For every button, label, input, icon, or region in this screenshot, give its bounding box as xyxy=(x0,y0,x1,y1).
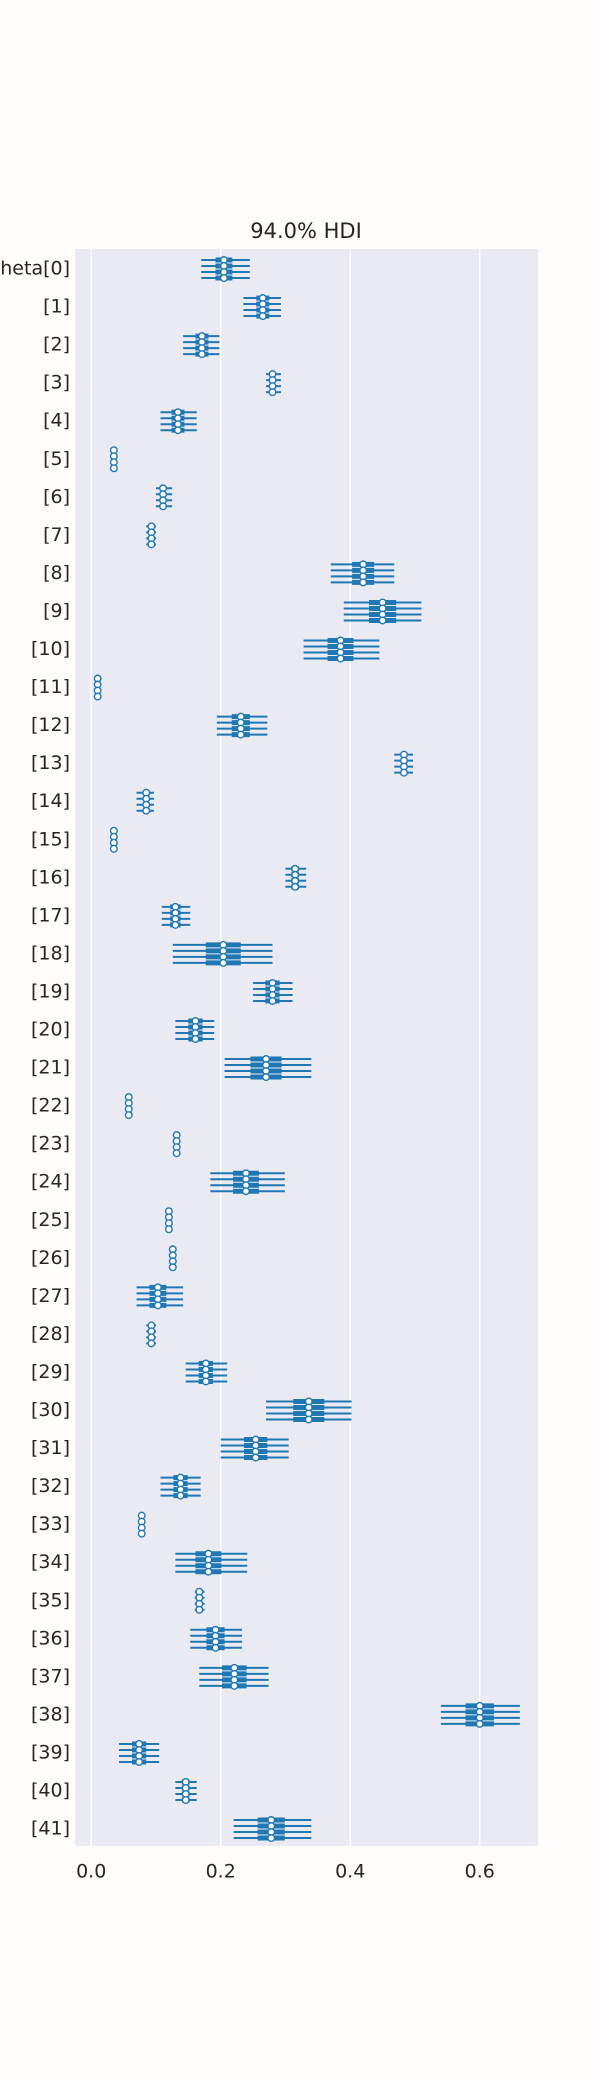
y-tick-label: [28] xyxy=(31,1323,70,1345)
y-tick-label: [22] xyxy=(31,1095,70,1117)
median-point xyxy=(168,1263,177,1272)
y-tick-label: [14] xyxy=(31,790,70,812)
y-tick-label: [21] xyxy=(31,1057,70,1079)
y-tick-label: [39] xyxy=(31,1741,70,1763)
y-tick-label: theta[0] xyxy=(0,258,70,280)
y-tick-label: [26] xyxy=(31,1247,70,1269)
y-tick-label: [7] xyxy=(43,524,70,546)
median-point xyxy=(378,616,387,625)
y-tick-label: [36] xyxy=(31,1627,70,1649)
median-point xyxy=(164,1225,173,1234)
y-tick-label: [8] xyxy=(43,562,70,584)
y-tick-label: [23] xyxy=(31,1133,70,1155)
y-tick-label: [18] xyxy=(31,942,70,964)
median-point xyxy=(147,540,156,549)
median-point xyxy=(204,1567,213,1576)
y-tick-label: [3] xyxy=(43,372,70,394)
median-point xyxy=(359,578,368,587)
median-point xyxy=(124,1111,133,1120)
x-tick-label: 0.6 xyxy=(465,1861,495,1883)
median-point xyxy=(251,1453,260,1462)
median-point xyxy=(137,1529,146,1538)
median-point xyxy=(147,1339,156,1348)
median-point xyxy=(219,274,228,283)
y-tick-label: [9] xyxy=(43,600,70,622)
median-point xyxy=(336,654,345,663)
median-point xyxy=(268,996,277,1005)
y-tick-label: [19] xyxy=(31,980,70,1002)
y-tick-label: [4] xyxy=(43,410,70,432)
median-point xyxy=(181,1795,190,1804)
plot-area xyxy=(75,249,538,1846)
y-tick-label: [41] xyxy=(31,1818,70,1840)
median-point xyxy=(197,350,206,359)
median-point xyxy=(93,692,102,701)
median-point xyxy=(219,958,228,967)
y-tick-label: [32] xyxy=(31,1475,70,1497)
y-tick-label: [17] xyxy=(31,904,70,926)
median-point xyxy=(262,1073,271,1082)
y-tick-label: [13] xyxy=(31,752,70,774)
y-tick-label: [33] xyxy=(31,1513,70,1535)
median-point xyxy=(176,1491,185,1500)
median-point xyxy=(191,1034,200,1043)
y-tick-label: [27] xyxy=(31,1285,70,1307)
y-tick-label: [2] xyxy=(43,334,70,356)
median-point xyxy=(109,844,118,853)
y-tick-label: [34] xyxy=(31,1551,70,1573)
median-point xyxy=(304,1415,313,1424)
y-tick-label: [10] xyxy=(31,638,70,660)
median-point xyxy=(230,1681,239,1690)
y-tick-label: [11] xyxy=(31,676,70,698)
chart-title: 94.0% HDI xyxy=(250,219,362,243)
median-point xyxy=(159,502,168,511)
y-tick-label: [16] xyxy=(31,866,70,888)
x-tick-label: 0.2 xyxy=(206,1861,236,1883)
median-point xyxy=(142,806,151,815)
median-point xyxy=(268,388,277,397)
y-tick-label: [25] xyxy=(31,1209,70,1231)
y-tick-label: [38] xyxy=(31,1703,70,1725)
median-point xyxy=(211,1643,220,1652)
y-tick-label: [30] xyxy=(31,1399,70,1421)
median-point xyxy=(171,920,180,929)
median-point xyxy=(109,464,118,473)
y-tick-label: [15] xyxy=(31,828,70,850)
median-point xyxy=(399,768,408,777)
y-tick-label: [6] xyxy=(43,486,70,508)
median-point xyxy=(172,1149,181,1158)
median-point xyxy=(267,1834,276,1843)
median-point xyxy=(236,730,245,739)
y-tick-label: [20] xyxy=(31,1019,70,1041)
median-point xyxy=(173,426,182,435)
median-point xyxy=(195,1605,204,1614)
x-tick-label: 0.4 xyxy=(335,1861,365,1883)
x-tick-label: 0.0 xyxy=(76,1861,106,1883)
median-point xyxy=(153,1301,162,1310)
y-tick-label: [29] xyxy=(31,1361,70,1383)
y-tick-label: [40] xyxy=(31,1780,70,1802)
y-tick-label: [12] xyxy=(31,714,70,736)
y-tick-label: [24] xyxy=(31,1171,70,1193)
median-point xyxy=(135,1757,144,1766)
median-point xyxy=(241,1187,250,1196)
median-point xyxy=(258,312,267,321)
y-tick-label: [35] xyxy=(31,1589,70,1611)
y-tick-label: [5] xyxy=(43,448,70,470)
median-point xyxy=(201,1377,210,1386)
median-point xyxy=(475,1719,484,1728)
y-tick-label: [1] xyxy=(43,296,70,318)
y-tick-label: [31] xyxy=(31,1437,70,1459)
median-point xyxy=(291,882,300,891)
y-tick-label: [37] xyxy=(31,1665,70,1687)
